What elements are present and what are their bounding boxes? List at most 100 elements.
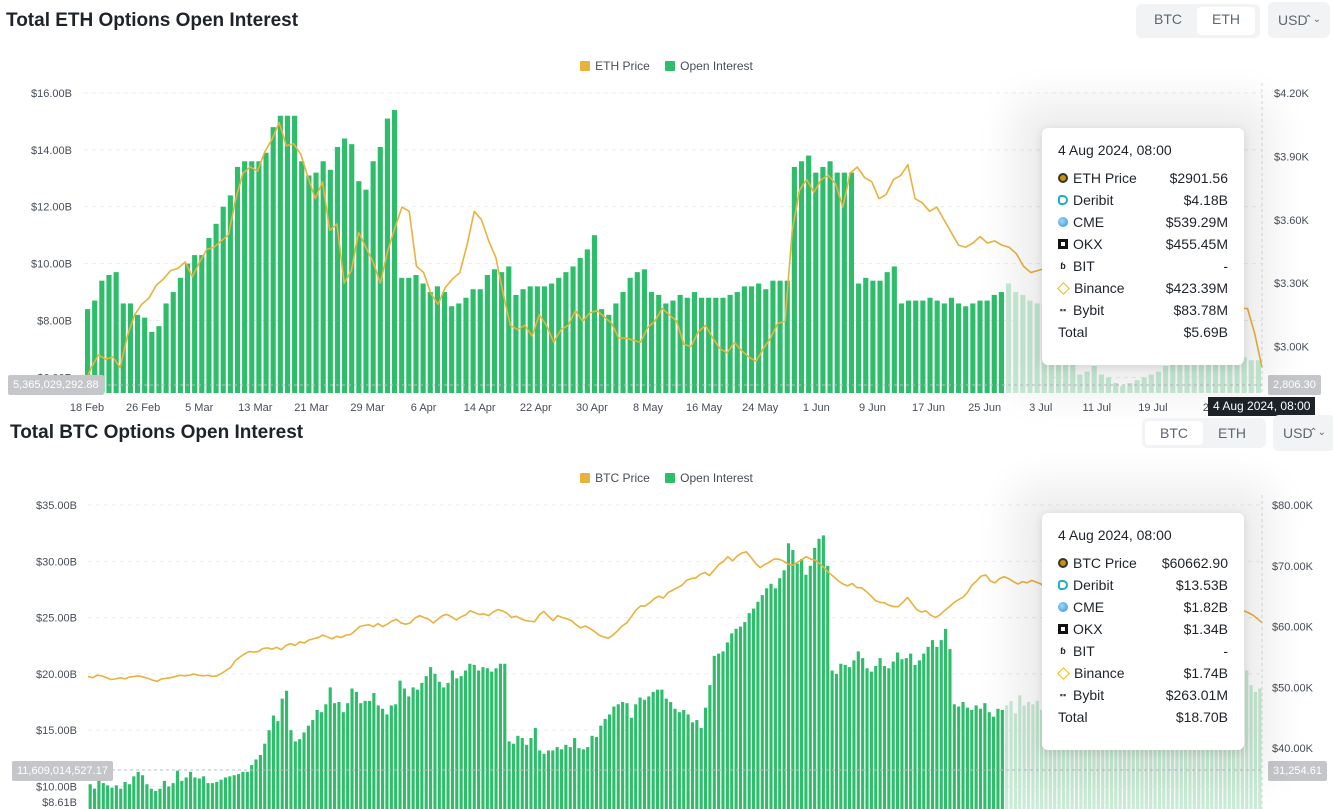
oi-bar: [713, 297, 719, 393]
oi-bar: [669, 702, 673, 809]
tooltip-row-bybit: ▪▪ Bybit $263.01M: [1058, 684, 1228, 706]
toggle-btc-button[interactable]: BTC: [1145, 421, 1203, 445]
y-axis-tick-right: $4.20K: [1274, 88, 1310, 100]
oi-bar: [730, 633, 734, 809]
bybit-icon: ▪▪: [1059, 305, 1067, 315]
oi-bar: [450, 670, 454, 809]
oi-bar: [877, 280, 883, 393]
oi-bar: [649, 292, 655, 393]
currency-select[interactable]: USD ⌃⌄: [1268, 2, 1330, 38]
currency-select[interactable]: USD ⌃⌄: [1273, 415, 1333, 451]
oi-bar: [594, 736, 599, 809]
oi-bar: [625, 703, 629, 809]
y-axis-tick-left: $8.00B: [37, 315, 72, 327]
oi-bar: [1113, 383, 1119, 393]
oi-bar: [734, 628, 738, 809]
oi-bar: [1031, 704, 1035, 809]
tooltip-row-deribit: Deribit $4.18B: [1058, 189, 1228, 211]
oi-bar: [206, 238, 212, 393]
oi-bar: [350, 688, 354, 809]
oi-bar: [874, 666, 878, 809]
oi-bar: [863, 277, 869, 393]
oi-bar: [406, 277, 412, 393]
legend-item-price[interactable]: ETH Price: [580, 59, 650, 73]
oi-bar: [813, 172, 819, 393]
oi-bar: [381, 708, 385, 809]
oi-bar: [363, 700, 367, 809]
oi-bar: [1253, 691, 1258, 809]
oi-bar: [120, 303, 126, 393]
oi-bar: [127, 303, 133, 393]
oi-bar: [376, 705, 380, 809]
oi-bar: [599, 725, 603, 809]
oi-bar: [333, 703, 337, 809]
oi-bar: [213, 223, 219, 393]
oi-bar: [263, 743, 267, 809]
oi-bar: [1000, 709, 1004, 809]
oi-bar: [677, 712, 681, 809]
tooltip-label: CME: [1073, 214, 1105, 230]
x-axis-tick: 5 Mar: [185, 402, 213, 414]
oi-bar: [556, 277, 562, 393]
oi-bar: [494, 668, 498, 809]
oi-bar: [234, 166, 241, 393]
legend-item-price[interactable]: BTC Price: [580, 471, 650, 485]
y-axis-tick-right: $70.00K: [1272, 561, 1314, 573]
oi-bar: [1213, 360, 1219, 393]
oi-bar: [708, 685, 712, 809]
legend-item-oi[interactable]: Open Interest: [665, 471, 753, 485]
oi-bar: [472, 664, 476, 809]
oi-bar: [673, 708, 677, 809]
oi-bar: [277, 115, 283, 393]
oi-bar: [132, 776, 136, 809]
oi-bar: [613, 303, 619, 393]
oi-bar: [770, 280, 776, 393]
oi-bar: [491, 269, 498, 393]
tooltip-label: Deribit: [1073, 192, 1114, 208]
legend-item-oi[interactable]: Open Interest: [665, 59, 753, 73]
oi-bar: [354, 691, 358, 809]
oi-bar: [542, 753, 546, 809]
toggle-eth-button[interactable]: ETH: [1197, 7, 1255, 35]
oi-bar: [363, 189, 369, 393]
oi-bar: [210, 783, 214, 809]
tooltip-value: $18.70B: [1175, 709, 1228, 725]
toggle-btc-button[interactable]: BTC: [1154, 11, 1182, 27]
oi-bar: [284, 115, 291, 393]
oi-bar: [777, 280, 783, 393]
tooltip-label: Total: [1058, 709, 1088, 725]
oi-bar: [88, 784, 92, 809]
oi-bar: [171, 783, 175, 809]
y-axis-tick-right: $3.90K: [1274, 151, 1310, 163]
tooltip-label: Bybit: [1073, 302, 1105, 318]
oi-bar: [1005, 705, 1009, 809]
tooltip-value: $1.34B: [1183, 621, 1228, 637]
oi-bar: [607, 714, 612, 809]
oi-bar: [324, 704, 328, 809]
oi-bar: [411, 687, 415, 809]
oi-bar: [167, 786, 171, 809]
tooltip-row-binance: Binance $423.39M: [1057, 277, 1228, 299]
oi-bar: [123, 781, 127, 809]
x-axis-tick: 21 Mar: [294, 402, 329, 414]
oi-bar: [385, 714, 389, 809]
oi-bar: [791, 166, 797, 393]
toggle-eth-button[interactable]: ETH: [1218, 425, 1246, 441]
tooltip-value: $2901.56: [1169, 170, 1228, 186]
btc-options-panel: Total BTC Options Open Interest BTC ETH …: [0, 415, 1333, 809]
oi-bar: [156, 326, 162, 393]
oi-bar: [717, 653, 721, 809]
oi-bar: [663, 303, 669, 393]
oi-bar: [1013, 713, 1017, 809]
oi-bar: [641, 269, 648, 393]
bybit-icon: ▪▪: [1059, 690, 1067, 700]
oi-bar: [372, 693, 376, 809]
oi-bar: [920, 300, 926, 393]
currency-value: USD: [1278, 12, 1308, 28]
oi-bar: [651, 691, 655, 809]
oi-bar: [817, 538, 821, 809]
x-axis-tick: 11 Jul: [1083, 402, 1112, 414]
oi-bar: [927, 297, 933, 393]
oi-bar: [621, 702, 625, 809]
oi-bar: [1040, 709, 1044, 809]
